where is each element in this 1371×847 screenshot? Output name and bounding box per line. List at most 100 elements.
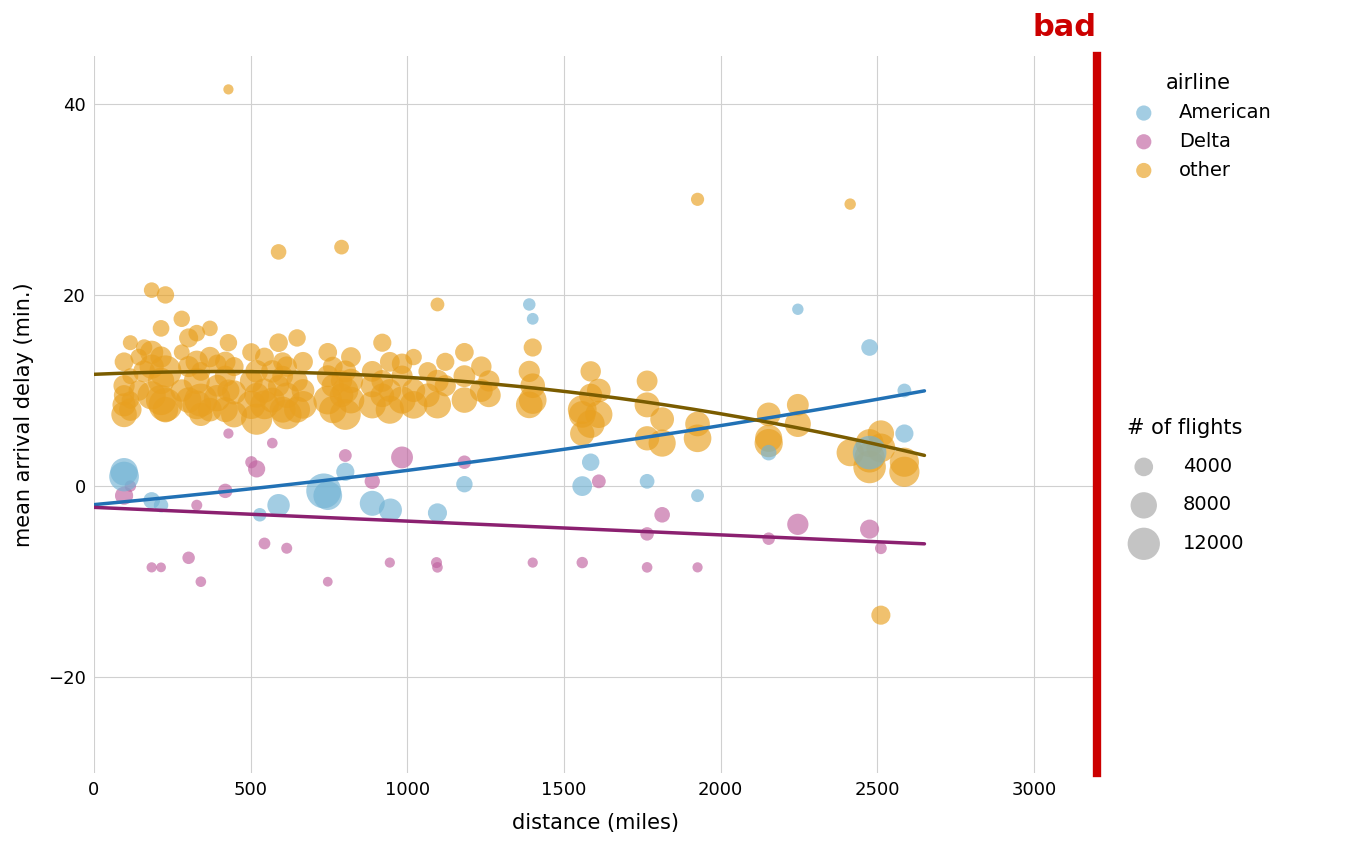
Point xyxy=(362,496,384,510)
Point xyxy=(426,507,448,520)
Point xyxy=(378,556,400,569)
Point xyxy=(894,465,916,479)
Point xyxy=(186,374,208,388)
Point xyxy=(267,336,289,350)
Point xyxy=(340,393,362,407)
Point xyxy=(522,393,544,407)
Point xyxy=(687,561,709,574)
Point xyxy=(267,498,289,512)
Point xyxy=(112,379,134,392)
Point xyxy=(245,412,267,426)
Point xyxy=(858,436,880,450)
Point xyxy=(186,355,208,368)
Point xyxy=(262,393,284,407)
Point xyxy=(171,312,193,325)
Point xyxy=(425,556,447,569)
Point xyxy=(687,418,709,431)
Point xyxy=(287,374,308,388)
Point xyxy=(149,322,171,335)
Point xyxy=(403,351,425,364)
Point xyxy=(262,436,284,450)
Point xyxy=(149,393,171,407)
Point xyxy=(403,384,425,397)
Point xyxy=(588,474,610,488)
Point xyxy=(522,312,544,325)
Point xyxy=(245,462,267,476)
Point xyxy=(894,456,916,469)
Point xyxy=(839,446,861,459)
Point xyxy=(454,478,476,491)
Point xyxy=(254,351,276,364)
Point xyxy=(335,364,356,378)
Point xyxy=(218,336,240,350)
Point xyxy=(317,369,339,383)
Point xyxy=(119,403,141,417)
Point xyxy=(417,389,439,402)
Point xyxy=(580,364,602,378)
Point xyxy=(240,374,262,388)
Point xyxy=(119,479,141,493)
Point xyxy=(580,418,602,431)
Point xyxy=(218,384,240,397)
Point xyxy=(155,403,177,417)
Point xyxy=(155,288,177,302)
Point xyxy=(218,427,240,440)
Point xyxy=(171,384,193,397)
Point xyxy=(292,355,314,368)
Point xyxy=(178,360,200,374)
Point xyxy=(787,418,809,431)
Point xyxy=(572,427,594,440)
Point xyxy=(470,384,492,397)
Point xyxy=(214,484,236,498)
Point xyxy=(362,379,384,392)
Point xyxy=(128,351,149,364)
Point xyxy=(871,441,893,455)
Point xyxy=(178,551,200,565)
Point xyxy=(214,403,236,417)
Point xyxy=(572,479,594,493)
Point xyxy=(391,393,413,407)
Point xyxy=(292,398,314,412)
Point xyxy=(313,484,335,498)
Point xyxy=(149,498,171,512)
Point xyxy=(254,537,276,551)
Point xyxy=(636,398,658,412)
Point xyxy=(119,336,141,350)
Point xyxy=(223,360,245,374)
Point xyxy=(839,197,861,211)
Point xyxy=(787,398,809,412)
Point xyxy=(372,374,393,388)
Point xyxy=(112,398,134,412)
Point xyxy=(636,374,658,388)
Point xyxy=(518,364,540,378)
Point xyxy=(758,407,780,421)
Point xyxy=(758,436,780,450)
Point xyxy=(588,407,610,421)
Point xyxy=(362,398,384,412)
Point xyxy=(391,357,413,370)
Point xyxy=(155,364,177,378)
Point xyxy=(335,407,356,421)
Point xyxy=(322,360,344,374)
Point xyxy=(518,297,540,311)
Point xyxy=(267,245,289,258)
Point xyxy=(149,561,171,574)
Point xyxy=(330,241,352,254)
Point xyxy=(871,541,893,555)
Point xyxy=(858,523,880,536)
Point xyxy=(214,355,236,368)
Point xyxy=(787,518,809,531)
Point xyxy=(271,369,293,383)
Point xyxy=(403,398,425,412)
Point xyxy=(276,360,298,374)
Point xyxy=(287,331,308,345)
Point xyxy=(417,364,439,378)
Point xyxy=(206,357,228,370)
Point xyxy=(454,393,476,407)
Point xyxy=(426,398,448,412)
Point xyxy=(178,393,200,407)
Point xyxy=(317,393,339,407)
Point xyxy=(206,379,228,392)
Point xyxy=(522,340,544,354)
Point xyxy=(651,436,673,450)
